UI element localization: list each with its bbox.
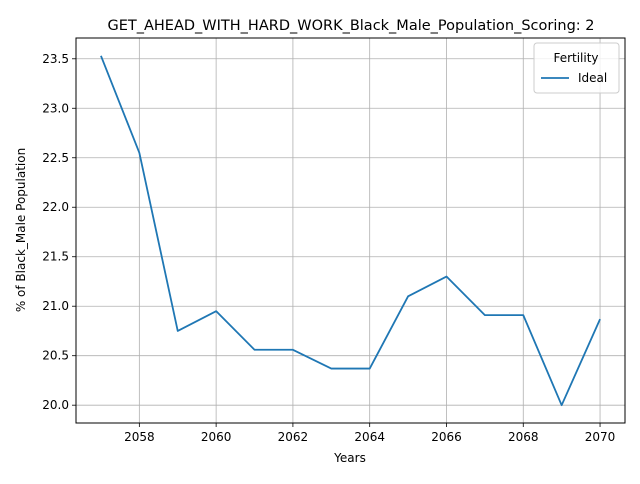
y-tick-label: 20.0 — [42, 398, 69, 412]
y-tick-label: 23.5 — [42, 52, 69, 66]
y-tick-label: 22.0 — [42, 200, 69, 214]
legend-title: Fertility — [553, 51, 598, 65]
chart-title: GET_AHEAD_WITH_HARD_WORK_Black_Male_Popu… — [107, 18, 594, 34]
x-axis-label: Years — [333, 451, 366, 465]
legend-entry-label: Ideal — [578, 71, 607, 85]
x-tick-label: 2064 — [354, 430, 385, 444]
y-tick-label: 20.5 — [42, 349, 69, 363]
x-axis: 2058 2060 2062 2064 2066 2068 2070 — [124, 423, 615, 444]
y-axis: 20.0 20.5 21.0 21.5 22.0 22.5 23.0 23.5 — [42, 52, 76, 412]
x-tick-label: 2058 — [124, 430, 155, 444]
legend: Fertility Ideal — [534, 43, 619, 93]
x-tick-label: 2066 — [431, 430, 462, 444]
x-tick-label: 2070 — [585, 430, 616, 444]
y-tick-label: 22.5 — [42, 151, 69, 165]
x-tick-label: 2060 — [201, 430, 232, 444]
x-tick-label: 2062 — [278, 430, 309, 444]
y-tick-label: 23.0 — [42, 101, 69, 115]
y-tick-label: 21.0 — [42, 299, 69, 313]
grid-lines — [76, 38, 625, 423]
plot-frame — [76, 38, 625, 423]
y-axis-label: % of Black_Male Population — [14, 148, 28, 312]
x-tick-label: 2068 — [508, 430, 539, 444]
y-tick-label: 21.5 — [42, 250, 69, 264]
